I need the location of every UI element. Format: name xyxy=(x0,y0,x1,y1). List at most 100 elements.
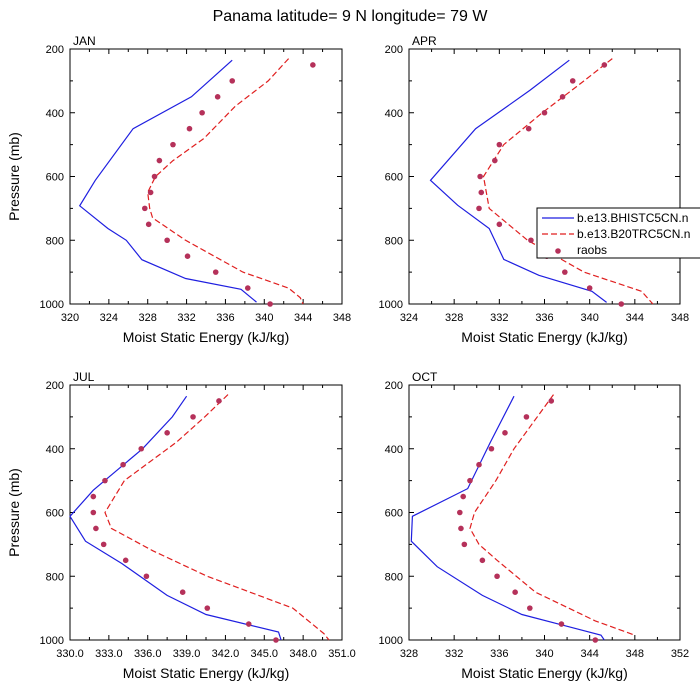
x-axis-label: Moist Static Energy (kJ/kg) xyxy=(461,329,628,345)
series-line-bhistc5cn xyxy=(429,59,607,303)
series-line-b20trc5cn xyxy=(482,58,654,305)
y-tick-label: 1000 xyxy=(40,299,64,311)
raobs-point xyxy=(184,253,191,259)
y-tick-label: 800 xyxy=(46,571,64,583)
raobs-point xyxy=(93,525,99,532)
panel-apr: APR 324 328 332 336 340 344 348 200 400 600 800 1000… xyxy=(379,34,690,345)
y-tick-label: 200 xyxy=(385,380,403,392)
raobs-point xyxy=(229,78,236,84)
panel-label: JAN xyxy=(73,34,96,48)
x-tick-label: 332 xyxy=(177,312,195,324)
panel-label: APR xyxy=(412,34,437,48)
raobs-point xyxy=(476,205,482,212)
legend-label: b.e13.BHISTC5CN.n xyxy=(577,211,688,225)
raobs-point xyxy=(244,285,251,291)
x-tick-label: 344 xyxy=(294,312,312,324)
x-tick-label: 328 xyxy=(445,312,463,324)
raobs-point xyxy=(199,109,205,116)
raobs-point xyxy=(212,269,219,275)
x-tick-label: 336 xyxy=(216,312,234,324)
raobs-point xyxy=(216,398,222,404)
legend-dot xyxy=(555,248,561,254)
raobs-point xyxy=(458,525,464,532)
y-tick-label: 600 xyxy=(385,172,403,184)
plot-frame xyxy=(69,48,343,305)
raobs-point xyxy=(457,509,463,516)
raobs-point xyxy=(494,573,500,580)
plot-frame xyxy=(408,384,681,641)
raobs-point xyxy=(467,477,473,484)
raobs-point xyxy=(190,414,196,420)
x-tick-label: 332 xyxy=(490,312,508,324)
raobs-point xyxy=(558,621,565,627)
x-tick-label: 333.0 xyxy=(95,648,123,660)
x-tick-label: 348 xyxy=(671,312,689,324)
x-tick-label: 340 xyxy=(255,312,273,324)
y-axis-label: Pressure (mb) xyxy=(6,132,22,221)
raobs-point xyxy=(179,589,186,595)
y-tick-label: 600 xyxy=(46,508,64,520)
y-tick-label: 400 xyxy=(385,108,403,120)
raobs-point xyxy=(548,398,555,404)
raobs-point xyxy=(164,237,170,244)
x-tick-label: 336.0 xyxy=(134,648,162,660)
raobs-point xyxy=(541,109,548,116)
raobs-point xyxy=(310,62,316,68)
raobs-point xyxy=(142,205,148,212)
raobs-point xyxy=(151,173,158,180)
panel-jul: JUL 330.0 333.0 336.0 339.0 342.0 345.0 348.0 35… xyxy=(6,370,356,681)
y-tick-label: 400 xyxy=(46,444,64,456)
raobs-point xyxy=(479,557,486,564)
legend-label: b.e13.B20TRC5CN.n xyxy=(577,227,690,241)
raobs-point xyxy=(478,189,485,196)
plot-frame xyxy=(69,384,343,641)
raobs-point xyxy=(273,637,279,643)
x-tick-label: 339.0 xyxy=(173,648,201,660)
y-tick-label: 800 xyxy=(46,235,64,247)
x-tick-label: 340 xyxy=(535,648,553,660)
raobs-point xyxy=(525,125,532,132)
raobs-point xyxy=(90,493,97,500)
series-line-b20trc5cn xyxy=(104,394,330,641)
raobs-point xyxy=(138,445,145,452)
raobs-point xyxy=(156,157,163,164)
raobs-point xyxy=(204,605,211,611)
x-tick-label: 344 xyxy=(626,312,644,324)
y-tick-label: 600 xyxy=(385,508,403,520)
raobs-point xyxy=(100,541,107,548)
y-tick-label: 200 xyxy=(46,44,64,56)
x-tick-label: 348 xyxy=(626,648,644,660)
x-tick-label: 328 xyxy=(400,648,418,660)
raobs-point xyxy=(145,221,152,228)
x-tick-label: 340 xyxy=(580,312,598,324)
series-line-b20trc5cn xyxy=(147,58,304,305)
series-line-bhistc5cn xyxy=(69,395,282,641)
raobs-point xyxy=(569,78,576,84)
y-tick-label: 600 xyxy=(46,172,64,184)
raobs-point xyxy=(496,221,503,228)
raobs-point xyxy=(502,430,508,436)
y-tick-label: 1000 xyxy=(379,299,403,311)
raobs-point xyxy=(186,125,193,132)
x-tick-label: 348 xyxy=(333,312,351,324)
x-tick-label: 352 xyxy=(671,648,689,660)
y-tick-label: 200 xyxy=(46,380,64,392)
raobs-point xyxy=(477,173,483,180)
x-tick-label: 330.0 xyxy=(56,648,84,660)
x-tick-label: 324 xyxy=(400,312,418,324)
y-tick-label: 200 xyxy=(385,44,403,56)
raobs-point xyxy=(527,605,533,611)
raobs-point xyxy=(90,509,97,516)
raobs-point xyxy=(170,141,176,148)
x-tick-label: 336 xyxy=(535,312,553,324)
raobs-point xyxy=(496,141,503,148)
raobs-point xyxy=(528,237,534,244)
x-tick-label: 324 xyxy=(100,312,118,324)
series-line-bhistc5cn xyxy=(410,395,605,641)
raobs-point xyxy=(586,285,593,291)
y-axis-label: Pressure (mb) xyxy=(6,468,22,557)
x-axis-label: Moist Static Energy (kJ/kg) xyxy=(123,665,290,681)
raobs-point xyxy=(245,621,252,627)
raobs-point xyxy=(147,189,154,196)
